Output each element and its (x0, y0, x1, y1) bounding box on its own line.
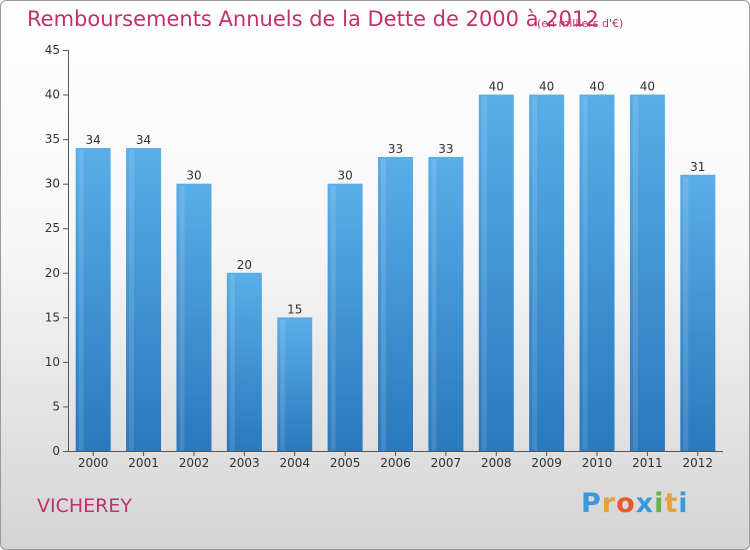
x-tick-label: 2007 (431, 456, 462, 470)
bar-2010 (579, 94, 615, 452)
y-tick-label: 35 (45, 132, 60, 146)
bar-2012 (680, 174, 716, 451)
bar-highlight (229, 274, 235, 451)
y-tick-label: 40 (45, 88, 60, 102)
x-tick-label: 2010 (582, 456, 613, 470)
bar-highlight (683, 176, 689, 451)
bar-value-label: 33 (388, 142, 403, 156)
bar-value-label: 33 (438, 142, 453, 156)
bar-value-label: 15 (287, 302, 302, 316)
bar-2011 (629, 94, 665, 452)
x-tick-label: 2004 (279, 456, 310, 470)
bar-highlight (179, 185, 185, 451)
y-tick-label: 20 (45, 266, 60, 280)
y-tick-label: 15 (45, 310, 60, 324)
y-tick-label: 10 (45, 355, 60, 369)
y-tick-label: 5 (52, 399, 60, 413)
logo-letter: t (664, 488, 679, 519)
logo-letter: x (635, 488, 655, 519)
bar-value-label: 40 (640, 80, 655, 94)
x-tick-label: 2003 (229, 456, 260, 470)
logo-letter: i (678, 488, 689, 519)
bar-2002 (176, 183, 212, 451)
bar-2000 (75, 148, 111, 451)
bar-2004 (277, 317, 313, 451)
x-tick-label: 2009 (531, 456, 562, 470)
bar-value-label: 30 (186, 169, 201, 183)
bar-highlight (280, 319, 286, 451)
y-tick-label: 25 (45, 221, 60, 235)
bar-highlight (481, 96, 487, 452)
bars-group: 34 34 30 20 15 30 33 33 40 40 40 40 31 (75, 80, 716, 452)
x-tick-label: 2011 (632, 456, 663, 470)
proxiti-logo: Proxiti (581, 488, 689, 519)
y-tick-label: 0 (52, 444, 60, 458)
bar-2009 (529, 94, 565, 452)
bar-value-label: 31 (690, 160, 705, 174)
bar-highlight (582, 96, 588, 452)
y-axis: 0 5 10 15 20 25 30 35 40 45 (45, 43, 68, 458)
logo-letter: P (581, 488, 602, 519)
bar-value-label: 40 (589, 80, 604, 94)
x-tick-label: 2000 (78, 456, 109, 470)
bar-value-label: 40 (539, 80, 554, 94)
logo-letter: r (601, 488, 617, 519)
bar-2003 (226, 272, 262, 451)
bar-highlight (431, 158, 437, 451)
bar-highlight (129, 150, 135, 451)
location-label: VICHEREY (37, 495, 132, 517)
bar-value-label: 40 (489, 80, 504, 94)
bar-2007 (428, 156, 464, 451)
bar-highlight (532, 96, 538, 452)
bar-highlight (632, 96, 638, 452)
x-tick-label: 2008 (481, 456, 512, 470)
bar-value-label: 34 (86, 133, 101, 147)
bar-highlight (381, 158, 386, 451)
logo-letter: o (616, 488, 636, 519)
bar-value-label: 30 (337, 169, 352, 183)
bar-value-label: 20 (237, 258, 252, 272)
y-tick-label: 30 (45, 177, 60, 191)
x-tick-label: 2002 (179, 456, 210, 470)
x-tick-label: 2001 (128, 456, 159, 470)
logo-letter: i (654, 488, 665, 519)
x-tick-label: 2012 (683, 456, 714, 470)
chart-title: Remboursements Annuels de la Dette de 20… (27, 7, 599, 31)
x-axis: 2000 2001 2002 2003 2004 2005 2006 2007 2008 2009… (78, 451, 713, 470)
bar-value-label: 34 (136, 133, 151, 147)
x-tick-label: 2005 (330, 456, 361, 470)
bar-2001 (126, 148, 162, 451)
x-tick-label: 2006 (380, 456, 411, 470)
bar-2005 (327, 183, 363, 451)
bar-2008 (478, 94, 514, 452)
chart-unit-note: (en milliers d'€) (537, 17, 624, 30)
bar-highlight (330, 185, 336, 451)
bar-highlight (78, 150, 84, 451)
y-tick-label: 45 (45, 43, 60, 57)
bar-2006 (378, 156, 413, 451)
